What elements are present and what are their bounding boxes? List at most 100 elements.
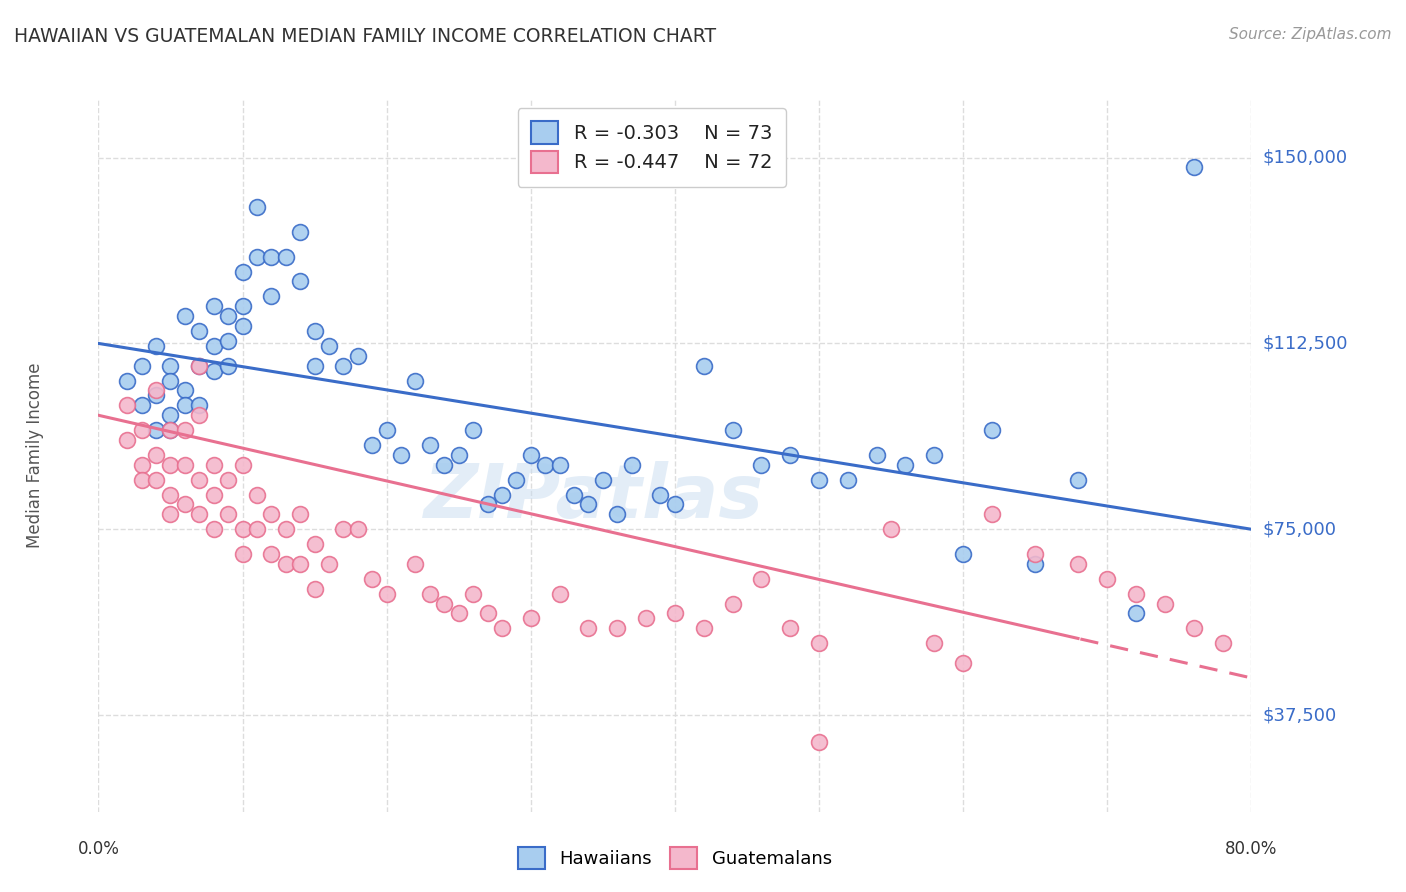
Point xyxy=(491,621,513,635)
Text: Median Family Income: Median Family Income xyxy=(25,362,44,548)
Point xyxy=(217,473,239,487)
Point xyxy=(664,498,686,512)
Point xyxy=(117,398,138,412)
Point xyxy=(346,522,368,536)
Point xyxy=(866,448,889,462)
Point xyxy=(721,423,744,437)
Point xyxy=(174,398,197,412)
Point xyxy=(592,473,614,487)
Point xyxy=(477,498,499,512)
Point xyxy=(231,522,254,536)
Point xyxy=(290,557,312,571)
Point xyxy=(131,359,153,373)
Text: $37,500: $37,500 xyxy=(1263,706,1337,724)
Point xyxy=(405,557,427,571)
Point xyxy=(461,587,484,601)
Point xyxy=(952,656,974,670)
Point xyxy=(174,423,197,437)
Point xyxy=(145,473,167,487)
Point xyxy=(260,250,283,264)
Point xyxy=(1182,161,1205,175)
Point xyxy=(202,339,225,353)
Point xyxy=(318,339,340,353)
Point xyxy=(131,423,153,437)
Point xyxy=(894,458,917,472)
Point xyxy=(290,275,312,289)
Text: Source: ZipAtlas.com: Source: ZipAtlas.com xyxy=(1229,27,1392,42)
Point xyxy=(650,487,672,501)
Point xyxy=(188,398,211,412)
Point xyxy=(751,572,773,586)
Point xyxy=(534,458,557,472)
Text: $112,500: $112,500 xyxy=(1263,334,1348,352)
Point xyxy=(779,448,801,462)
Point xyxy=(246,200,269,214)
Text: ZIPatlas: ZIPatlas xyxy=(425,461,765,534)
Point xyxy=(1067,557,1090,571)
Point xyxy=(1024,557,1046,571)
Point xyxy=(807,636,830,650)
Point xyxy=(332,359,354,373)
Point xyxy=(405,374,427,388)
Point xyxy=(231,299,254,313)
Point xyxy=(260,547,283,561)
Point xyxy=(145,423,167,437)
Point xyxy=(217,508,239,522)
Point xyxy=(332,522,354,536)
Point xyxy=(188,409,211,423)
Point xyxy=(1024,547,1046,561)
Point xyxy=(1125,587,1147,601)
Point xyxy=(389,448,412,462)
Point xyxy=(290,508,312,522)
Point xyxy=(636,611,658,625)
Point xyxy=(606,621,628,635)
Point xyxy=(447,607,470,621)
Point xyxy=(477,607,499,621)
Point xyxy=(217,309,239,323)
Point xyxy=(159,458,181,472)
Point xyxy=(1182,621,1205,635)
Point xyxy=(159,423,181,437)
Point xyxy=(721,597,744,611)
Point xyxy=(159,374,181,388)
Point xyxy=(131,473,153,487)
Point xyxy=(188,508,211,522)
Point xyxy=(231,319,254,334)
Point xyxy=(304,359,326,373)
Point xyxy=(606,508,628,522)
Point xyxy=(117,374,138,388)
Point xyxy=(145,448,167,462)
Point xyxy=(217,359,239,373)
Point xyxy=(505,473,527,487)
Point xyxy=(807,735,830,749)
Point xyxy=(562,487,585,501)
Point xyxy=(117,433,138,447)
Point xyxy=(274,250,297,264)
Point xyxy=(231,264,254,278)
Point xyxy=(837,473,859,487)
Point xyxy=(461,423,484,437)
Point xyxy=(145,388,167,402)
Point xyxy=(318,557,340,571)
Point xyxy=(159,487,181,501)
Point xyxy=(159,423,181,437)
Point xyxy=(1067,473,1090,487)
Point xyxy=(159,409,181,423)
Point xyxy=(693,359,716,373)
Point xyxy=(188,359,211,373)
Point xyxy=(981,423,1004,437)
Point xyxy=(246,250,269,264)
Point xyxy=(375,423,398,437)
Point xyxy=(922,448,945,462)
Point xyxy=(202,364,225,378)
Point xyxy=(188,473,211,487)
Point xyxy=(375,587,398,601)
Point xyxy=(1212,636,1234,650)
Point xyxy=(274,557,297,571)
Text: 80.0%: 80.0% xyxy=(1225,840,1278,858)
Point xyxy=(217,334,239,348)
Text: $150,000: $150,000 xyxy=(1263,149,1347,167)
Point xyxy=(131,398,153,412)
Point xyxy=(304,324,326,338)
Point xyxy=(361,572,384,586)
